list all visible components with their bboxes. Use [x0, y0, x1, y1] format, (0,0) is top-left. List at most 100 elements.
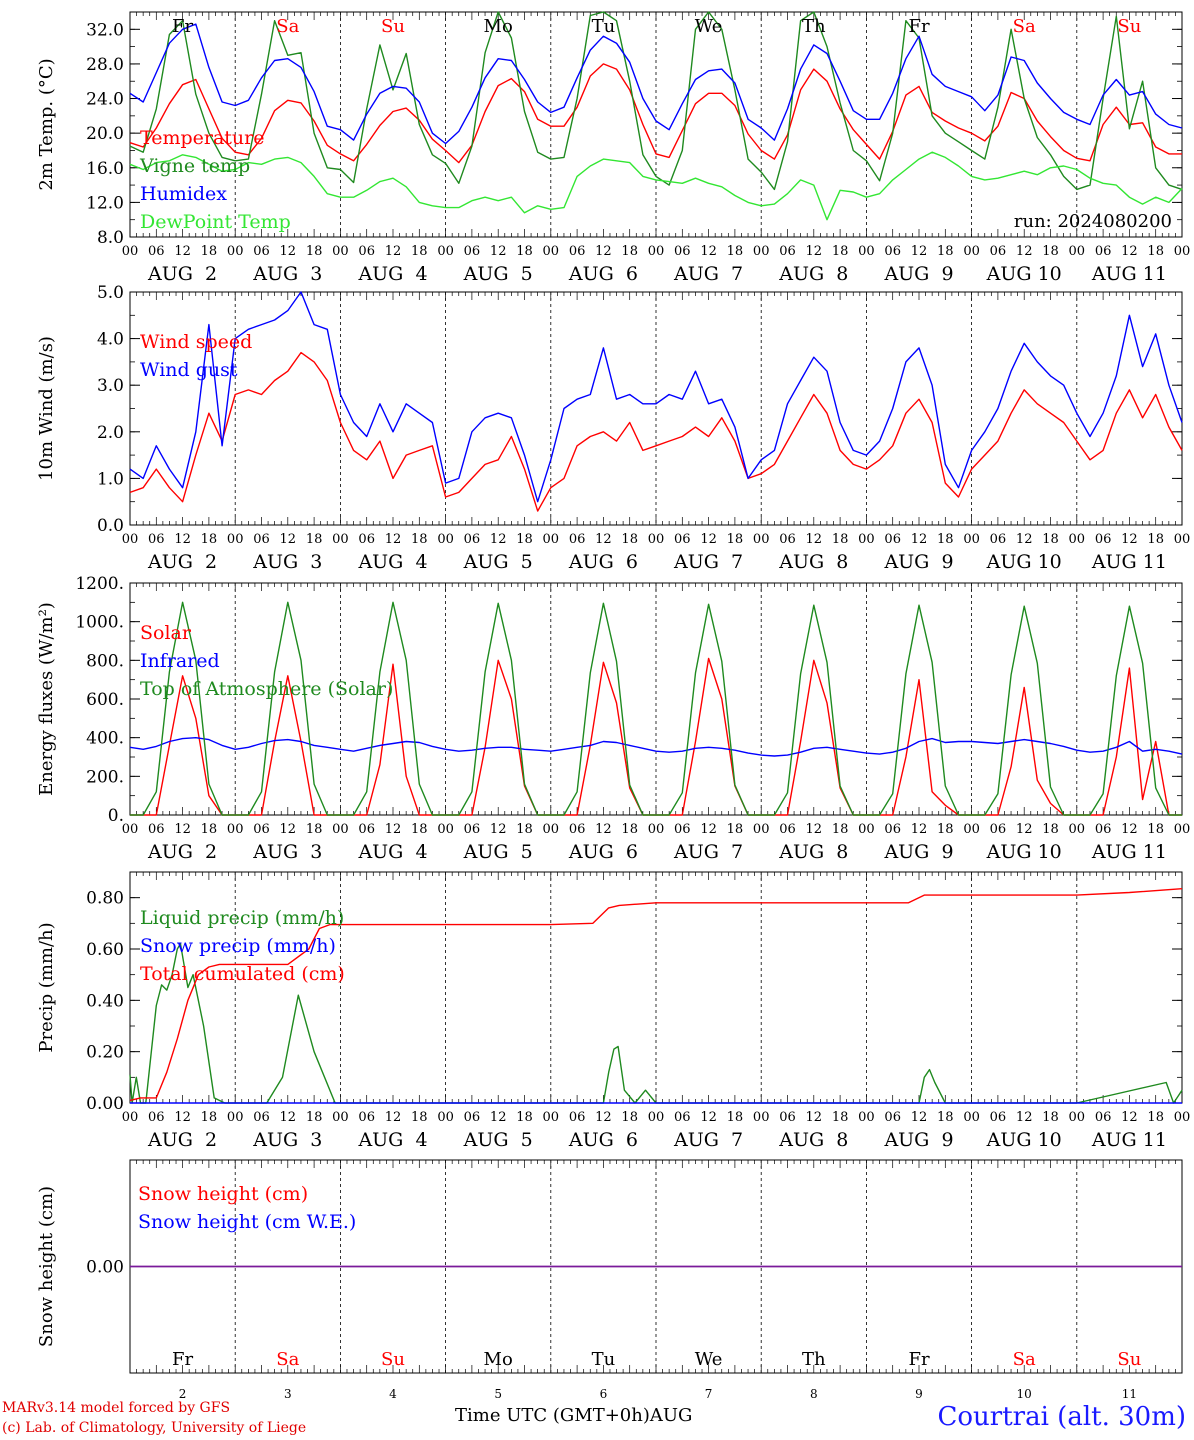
x-hour-label: 18: [1147, 532, 1164, 547]
x-hour-label: 06: [464, 822, 481, 837]
x-hour-label: 00: [332, 822, 349, 837]
x-hour-label: 12: [490, 1110, 507, 1125]
x-hour-label: 18: [1147, 822, 1164, 837]
x-hour-label: 06: [464, 244, 481, 259]
x-hour-label: 06: [779, 822, 796, 837]
x-date-label: AUG 8: [778, 551, 848, 573]
x-hour-label: 18: [411, 532, 428, 547]
x-hour-label: 06: [253, 532, 270, 547]
x-hour-label: 00: [1069, 244, 1086, 259]
panel-precip: 0.00 0.20 0.40 0.60 0.80 Precip (mm/h) Liquid …: [36, 871, 1190, 1151]
y-tick-label: 32.0: [86, 20, 124, 40]
x-hour-label: 12: [700, 532, 717, 547]
x-hour-label: 18: [516, 532, 533, 547]
x-date-label: AUG 2: [147, 263, 217, 285]
run-annotation: run: 2024080200: [1014, 211, 1172, 232]
x-hour-label: 00: [858, 1110, 875, 1125]
series-line-wind-gust: [129, 291, 1183, 503]
x-date-label: AUG 7: [673, 551, 743, 573]
x-hour-label: 06: [569, 244, 586, 259]
x-hour-label: 06: [674, 1110, 691, 1125]
x-hour-label: 00: [1069, 822, 1086, 837]
x-hour-label: 12: [700, 1110, 717, 1125]
x-hour-label: 06: [569, 532, 586, 547]
x-hour-label: 00: [1069, 532, 1086, 547]
x-hour-label: 06: [990, 822, 1007, 837]
x-hour-label: 18: [516, 244, 533, 259]
x-hour-label: 00: [543, 532, 560, 547]
series-line-infrared: [129, 737, 1183, 757]
day-number-label: 9: [915, 1387, 923, 1401]
x-hour-label: 00: [963, 532, 980, 547]
x-hour-label: 12: [595, 244, 612, 259]
x-hour-label: 18: [1042, 1110, 1059, 1125]
x-date-label: AUG 4: [357, 551, 427, 573]
y-tick-label: 800.: [86, 651, 124, 671]
x-hour-label: 12: [490, 822, 507, 837]
x-hour-label: 18: [1042, 532, 1059, 547]
x-hour-label: 00: [227, 532, 244, 547]
x-hour-label: 00: [227, 1110, 244, 1125]
x-hour-label: 18: [516, 822, 533, 837]
x-hour-label: 12: [595, 1110, 612, 1125]
x-hour-label: 00: [858, 244, 875, 259]
x-hour-label: 06: [253, 244, 270, 259]
x-hour-label: 00: [963, 1110, 980, 1125]
x-hour-label: 06: [1095, 822, 1112, 837]
y-tick-label: 0.60: [86, 940, 124, 960]
y-tick-label: 20.0: [86, 124, 124, 144]
weekday-label: Sa: [276, 1349, 299, 1370]
x-hour-label: 06: [1095, 532, 1112, 547]
weekday-label: Fr: [908, 16, 929, 37]
day-number-label: 3: [284, 1387, 292, 1401]
x-hour-label: 00: [858, 822, 875, 837]
y-tick-label: 0.: [108, 806, 124, 826]
x-hour-label: 06: [779, 532, 796, 547]
x-hour-label: 18: [727, 244, 744, 259]
y-tick-label: 0.00: [86, 1094, 124, 1114]
legend-entry: Infrared: [140, 650, 220, 672]
x-date-label: AUG 6: [568, 841, 638, 863]
x-hour-label: 06: [990, 244, 1007, 259]
x-hour-label: 18: [306, 532, 323, 547]
x-date-label: AUG 2: [147, 1129, 217, 1151]
x-hour-label: 00: [648, 1110, 665, 1125]
x-hour-label: 06: [674, 244, 691, 259]
x-hour-label: 06: [253, 822, 270, 837]
x-hour-label: 18: [1042, 822, 1059, 837]
y-axis-label: Precip (mm/h): [36, 922, 57, 1052]
x-date-label: AUG 4: [357, 263, 427, 285]
x-hour-label: 18: [201, 1110, 218, 1125]
day-number-label: 7: [705, 1387, 713, 1401]
y-tick-label: 5.0: [97, 283, 124, 303]
x-hour-label: 06: [358, 1110, 375, 1125]
x-hour-label: 06: [569, 822, 586, 837]
x-hour-label: 12: [911, 1110, 928, 1125]
x-date-label: AUG 3: [252, 1129, 322, 1151]
x-hour-label: 18: [621, 1110, 638, 1125]
weekday-label: Fr: [908, 1349, 929, 1370]
x-hour-label: 18: [201, 822, 218, 837]
legend-entry: Wind speed: [140, 331, 252, 353]
x-hour-label: 12: [280, 532, 297, 547]
x-hour-label: 06: [148, 532, 165, 547]
x-date-label: AUG 5: [463, 263, 533, 285]
y-tick-label: 4.0: [97, 330, 124, 350]
x-hour-label: 12: [490, 244, 507, 259]
x-hour-label: 18: [937, 244, 954, 259]
y-tick-label: 8.0: [97, 228, 124, 248]
y-tick-label: 0.00: [86, 1258, 124, 1278]
day-number-label: 11: [1122, 1387, 1137, 1401]
panel-wind: 0.0 1.0 2.0 3.0 4.0 5.0 10m Wind (m/s) Wind spe…: [36, 283, 1190, 573]
y-axis-label: 2m Temp. (°C): [36, 58, 57, 190]
day-number-label: 2: [179, 1387, 187, 1401]
x-hour-label: 18: [727, 1110, 744, 1125]
x-hour-label: 06: [674, 532, 691, 547]
x-hour-label: 06: [1095, 244, 1112, 259]
x-hour-label: 12: [1016, 1110, 1033, 1125]
x-hour-label: 06: [1095, 1110, 1112, 1125]
x-hour-label: 12: [806, 1110, 823, 1125]
x-hour-label: 06: [358, 244, 375, 259]
x-hour-label: 18: [832, 822, 849, 837]
series-line-wind-speed: [129, 351, 1183, 512]
